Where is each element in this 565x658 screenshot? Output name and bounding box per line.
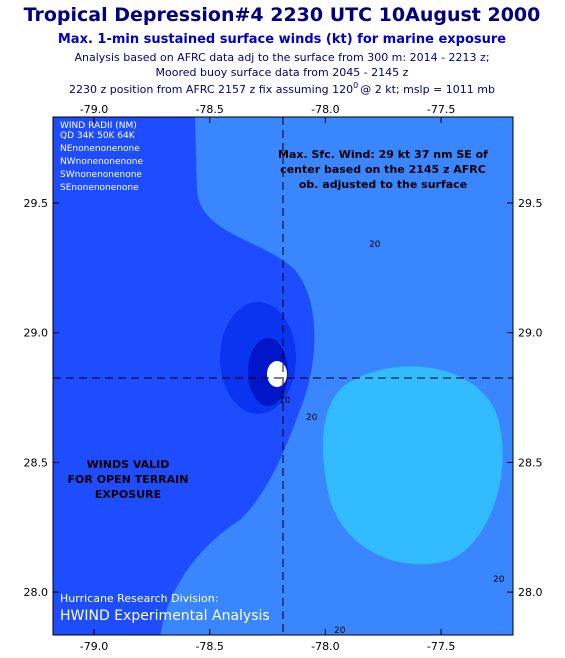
field-center — [267, 361, 287, 387]
credit: Hurricane Research Division: — [60, 592, 218, 605]
wind-field — [53, 117, 513, 635]
contour-label: 20 — [369, 240, 381, 250]
contour-label: 20 — [306, 413, 318, 423]
max-wind-note: center based on the 2145 z AFRC — [280, 163, 486, 176]
credit: HWIND Experimental Analysis — [60, 608, 270, 624]
validity-note: WINDS VALID — [87, 458, 170, 471]
degree: 0 — [353, 81, 358, 90]
max-wind-note: ob. adjusted to the surface — [299, 178, 467, 191]
radii-row: SEnonenonenone — [60, 183, 139, 193]
x-tick-label: -77.5 — [427, 103, 455, 116]
radii-row: NWnonenonenone — [60, 157, 143, 167]
info-line: Analysis based on AFRC data adj to the s… — [74, 51, 489, 64]
validity-note: EXPOSURE — [95, 488, 161, 501]
y-tick-label: 29.5 — [24, 197, 49, 210]
contour-label: 20 — [334, 626, 346, 636]
validity-note: FOR OPEN TERRAIN — [68, 473, 189, 486]
field-25kt — [322, 366, 503, 565]
wind-radii: WIND RADII (NM) QD 34K 50K 64K NEnonenon… — [60, 121, 143, 193]
max-wind-note: Max. Sfc. Wind: 29 kt 37 nm SE of — [278, 148, 488, 161]
x-tick-label: -77.5 — [427, 640, 455, 653]
x-tick-label: -78.5 — [195, 640, 223, 653]
info-line: Moored buoy surface data from 2045 - 214… — [156, 66, 409, 79]
y-tick-label: 29.0 — [24, 327, 49, 340]
x-tick-label: -79.0 — [80, 103, 108, 116]
contour-label: 10 — [279, 396, 291, 406]
position-text: @ 2 kt; mslp = 1011 mb — [360, 83, 495, 96]
radii-row: QD 34K 50K 64K — [60, 131, 136, 141]
x-tick-label: -78.0 — [311, 103, 339, 116]
y-tick-label: 28.0 — [518, 586, 543, 599]
x-tick-label: -78.0 — [311, 640, 339, 653]
ticks: -79.0 -79.0 -78.5 -78.5 -78.0 -78.0 -77.5 -77.5… — [24, 103, 543, 653]
frame — [52, 116, 514, 636]
contour-label: 20 — [493, 575, 505, 585]
y-tick-label: 29.0 — [518, 327, 543, 340]
radii-row: NEnonenonenone — [60, 144, 140, 154]
y-tick-label: 29.5 — [518, 197, 543, 210]
x-tick-label: -78.5 — [195, 103, 223, 116]
x-tick-label: -79.0 — [80, 640, 108, 653]
radii-row: WIND RADII (NM) — [60, 121, 137, 131]
y-tick-label: 28.5 — [24, 456, 49, 469]
position-line: 2230 z position from AFRC 2157 z fix ass… — [69, 81, 495, 96]
y-tick-label: 28.0 — [24, 586, 49, 599]
title: Tropical Depression#4 2230 UTC 10August … — [24, 4, 541, 26]
radii-row: SWnonenonenone — [60, 170, 142, 180]
y-tick-label: 28.5 — [518, 456, 543, 469]
position-text: 2230 z position from AFRC 2157 z fix ass… — [69, 83, 353, 96]
subtitle: Max. 1-min sustained surface winds (kt) … — [58, 32, 506, 47]
